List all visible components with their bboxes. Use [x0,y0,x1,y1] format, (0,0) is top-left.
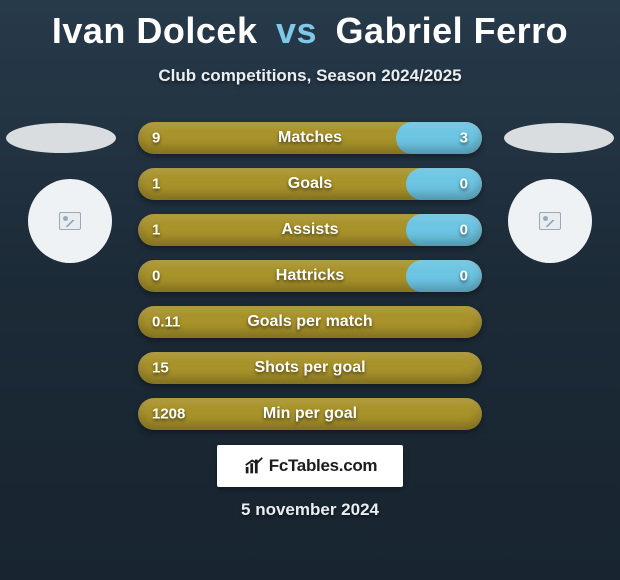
stat-row: 0.11 Goals per match [138,306,482,338]
stat-left-value: 0.11 [152,314,180,331]
stats-bars: 9 Matches 3 1 Goals 0 1 Assists 0 0 Hattricks 0 0.11… [138,122,482,444]
stat-label: Matches [278,129,342,147]
stat-right-segment [406,260,482,292]
image-placeholder-icon [59,212,81,230]
stat-label: Assists [282,221,339,239]
stat-left-value: 1208 [152,406,185,423]
left-club-badge [28,179,112,263]
stat-left-value: 1 [152,176,160,193]
stat-right-value: 0 [460,176,468,193]
stat-row: 9 Matches 3 [138,122,482,154]
stat-row: 1208 Min per goal [138,398,482,430]
stat-left-value: 0 [152,268,160,285]
page-title: Ivan Dolcek vs Gabriel Ferro [0,0,620,52]
stat-left-value: 1 [152,222,160,239]
stat-right-segment [406,214,482,246]
player2-name: Gabriel Ferro [336,10,569,51]
stat-right-value: 0 [460,268,468,285]
stat-row: 1 Assists 0 [138,214,482,246]
player1-name: Ivan Dolcek [52,10,258,51]
stat-left-value: 15 [152,360,169,377]
stat-label: Goals per match [247,313,372,331]
stat-label: Goals [288,175,332,193]
stat-right-segment [406,168,482,200]
vs-text: vs [276,10,317,51]
stat-row: 1 Goals 0 [138,168,482,200]
stat-right-value: 3 [460,130,468,147]
stat-row: 15 Shots per goal [138,352,482,384]
right-club-badge [508,179,592,263]
source-logo: FcTables.com [217,445,403,487]
chart-icon [243,455,265,477]
left-flag-placeholder [6,123,116,153]
subtitle: Club competitions, Season 2024/2025 [0,66,620,86]
stat-left-value: 9 [152,130,160,147]
date-text: 5 november 2024 [0,500,620,520]
right-flag-placeholder [504,123,614,153]
stat-label: Hattricks [276,267,344,285]
logo-text: FcTables.com [269,456,378,476]
stat-right-value: 0 [460,222,468,239]
stat-right-segment [396,122,482,154]
stat-label: Shots per goal [254,359,365,377]
stat-row: 0 Hattricks 0 [138,260,482,292]
image-placeholder-icon [539,212,561,230]
stat-label: Min per goal [263,405,357,423]
